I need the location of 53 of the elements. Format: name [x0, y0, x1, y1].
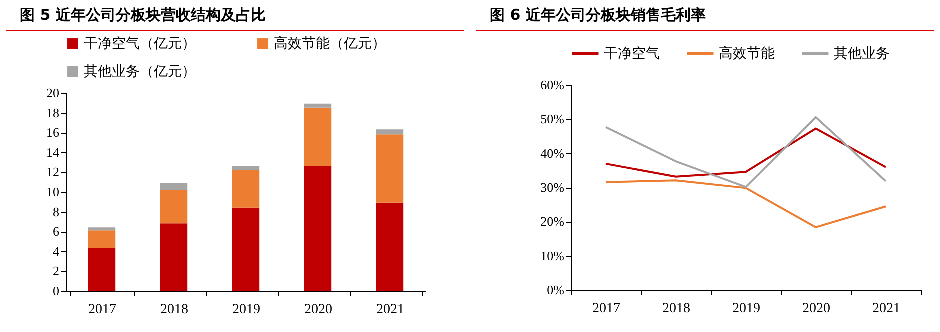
x-tick-label: 2017 — [88, 302, 116, 318]
y-tick-label: 20% — [540, 214, 565, 230]
bar — [160, 224, 188, 291]
y-tick-label: 16 — [46, 125, 60, 140]
x-tick-label: 2019 — [232, 302, 260, 318]
x-tick-label: 2019 — [732, 302, 760, 316]
y-tick-label: 0 — [53, 284, 60, 298]
y-tick-label: 30% — [540, 180, 565, 195]
y-tick-label: 10 — [46, 184, 60, 200]
x-tick-label: 2020 — [304, 302, 332, 318]
y-tick-label: 10% — [540, 248, 565, 264]
x-tick-label: 2018 — [662, 302, 690, 316]
x-tick-label: 2021 — [376, 302, 404, 318]
legend-label: 其他业务（亿元） — [84, 64, 196, 80]
chart-title: 图 6 近年公司分板块销售毛利率 — [476, 0, 934, 31]
x-tick-label: 2021 — [872, 302, 900, 316]
line-series — [605, 128, 887, 178]
legend-label: 干净空气 — [604, 46, 660, 62]
y-tick-label: 20 — [46, 86, 60, 100]
bar — [232, 170, 260, 208]
bar — [160, 183, 188, 190]
bar — [232, 208, 260, 291]
bar — [88, 228, 116, 231]
bar — [88, 230, 116, 248]
y-tick-label: 8 — [53, 204, 60, 220]
legend-label: 高效节能 — [719, 46, 775, 62]
chart-title: 图 5 近年公司分板块营收结构及占比 — [6, 0, 464, 31]
bar — [376, 134, 404, 203]
x-tick-label: 2018 — [160, 302, 188, 318]
y-tick-label: 2 — [53, 264, 60, 279]
y-tick-label: 4 — [53, 244, 60, 259]
y-tick-label: 60% — [540, 78, 565, 92]
y-tick-label: 12 — [46, 164, 60, 180]
y-tick-label: 40% — [540, 146, 565, 161]
x-tick-label: 2017 — [592, 302, 620, 316]
y-tick-label: 6 — [53, 224, 60, 240]
bar — [304, 166, 332, 291]
y-tick-label: 18 — [46, 105, 60, 120]
line-series — [605, 116, 887, 188]
legend-label: 高效节能（亿元） — [274, 36, 386, 52]
bar — [376, 130, 404, 135]
legend-label: 其他业务 — [834, 46, 890, 62]
line-series — [605, 180, 887, 228]
bar — [376, 202, 404, 291]
y-tick-label: 14 — [46, 144, 60, 160]
x-tick-label: 2020 — [802, 302, 830, 316]
legend-label: 干净空气（亿元） — [84, 36, 196, 52]
y-tick-label: 50% — [540, 112, 565, 127]
bar — [304, 104, 332, 108]
bar — [88, 248, 116, 291]
y-tick-label: 0% — [547, 282, 565, 298]
bar — [160, 190, 188, 224]
bar — [304, 108, 332, 166]
